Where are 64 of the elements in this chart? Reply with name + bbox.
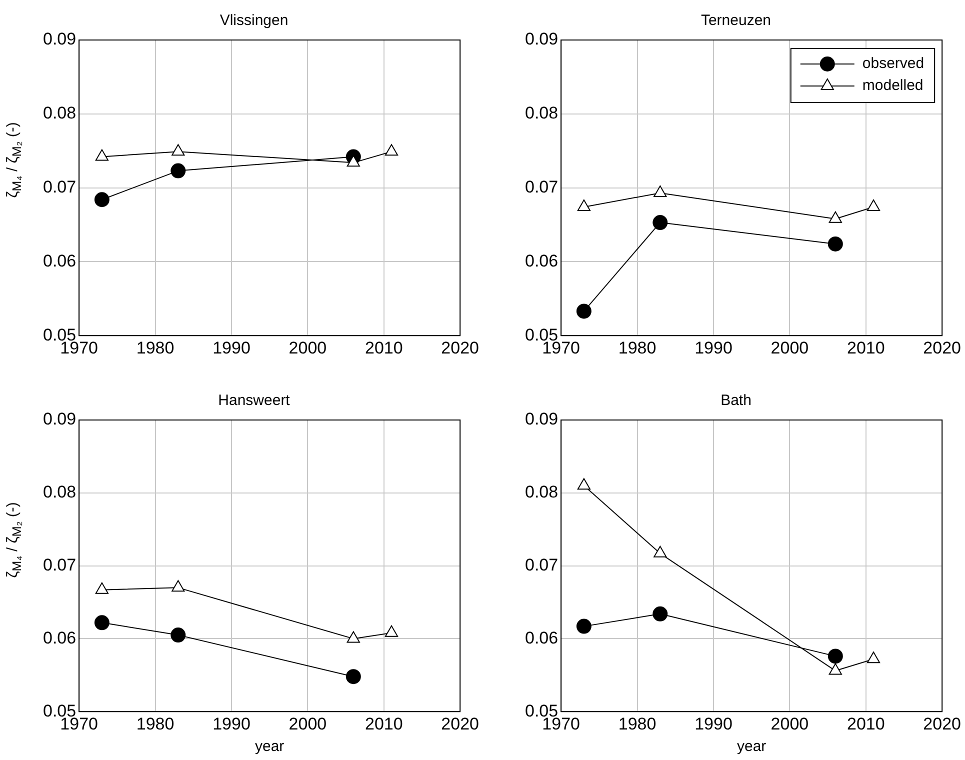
point <box>828 236 843 252</box>
y-tick-label: 0.09 <box>524 30 558 49</box>
y-tick-label: 0.07 <box>42 177 76 196</box>
point <box>170 628 186 643</box>
point <box>346 631 360 643</box>
y-tick-label: 0.06 <box>42 628 76 648</box>
x-tick-label: 2010 <box>364 714 403 734</box>
y-tick-label: 0.07 <box>524 555 558 574</box>
y-tick-label: 0.09 <box>42 30 76 49</box>
x-tick-label: 2000 <box>770 338 809 358</box>
x-tick-label: 2010 <box>846 338 885 358</box>
point <box>828 648 843 664</box>
chart-title: Vlissingen <box>220 12 288 30</box>
legend-label: modelled <box>862 77 924 94</box>
x-tick-label: 2020 <box>441 338 480 358</box>
y-tick-label: 0.08 <box>524 482 558 502</box>
y-tick-label: 0.07 <box>42 555 76 574</box>
point <box>654 185 667 197</box>
point <box>577 478 591 490</box>
x-tick-label: 2000 <box>288 338 327 358</box>
chart-title: Hansweert <box>218 392 291 410</box>
x-tick-label: 1990 <box>694 338 732 358</box>
x-tick-label: 2010 <box>364 338 403 358</box>
y-tick-label: 0.08 <box>42 104 76 123</box>
y-tick-label: 0.07 <box>524 177 558 196</box>
x-tick-label: 1980 <box>618 338 656 358</box>
y-tick-label: 0.06 <box>42 251 76 270</box>
y-tick-label: 0.09 <box>42 410 76 429</box>
point <box>384 625 398 637</box>
y-tick-label: 0.06 <box>524 251 558 270</box>
point <box>94 615 110 630</box>
y-tick-label: 0.08 <box>42 482 76 502</box>
point <box>95 582 109 594</box>
y-tick-label: 0.08 <box>524 104 558 123</box>
point <box>346 669 361 684</box>
x-tick-label: 2000 <box>770 714 809 734</box>
x-tick-label: 1980 <box>136 338 174 358</box>
x-tick-label: 2020 <box>923 714 962 734</box>
x-tick-label: 1990 <box>212 714 250 734</box>
y-tick-label: 0.06 <box>524 628 558 648</box>
point <box>866 200 880 212</box>
y-tick-label: 0.09 <box>524 410 558 429</box>
legend-label: observed <box>862 55 924 72</box>
point <box>576 304 592 319</box>
x-axis-title: year <box>254 738 284 756</box>
point <box>652 606 668 622</box>
point <box>576 618 592 634</box>
point <box>172 580 185 592</box>
x-tick-label: 2020 <box>441 714 480 734</box>
chart-title: Terneuzen <box>700 12 772 30</box>
chart-title: Bath <box>720 392 752 410</box>
point <box>828 663 842 675</box>
x-tick-label: 1990 <box>694 714 732 734</box>
point <box>866 652 880 664</box>
point <box>828 211 842 223</box>
point <box>654 546 667 558</box>
x-tick-label: 2020 <box>923 338 962 358</box>
x-tick-label: 2000 <box>288 714 327 734</box>
x-tick-label: 2010 <box>846 714 885 734</box>
x-tick-label: 1980 <box>618 714 656 734</box>
x-tick-label: 1990 <box>212 338 250 358</box>
x-tick-label: 1980 <box>136 714 174 734</box>
point <box>577 200 591 212</box>
x-axis-title: year <box>736 738 766 756</box>
